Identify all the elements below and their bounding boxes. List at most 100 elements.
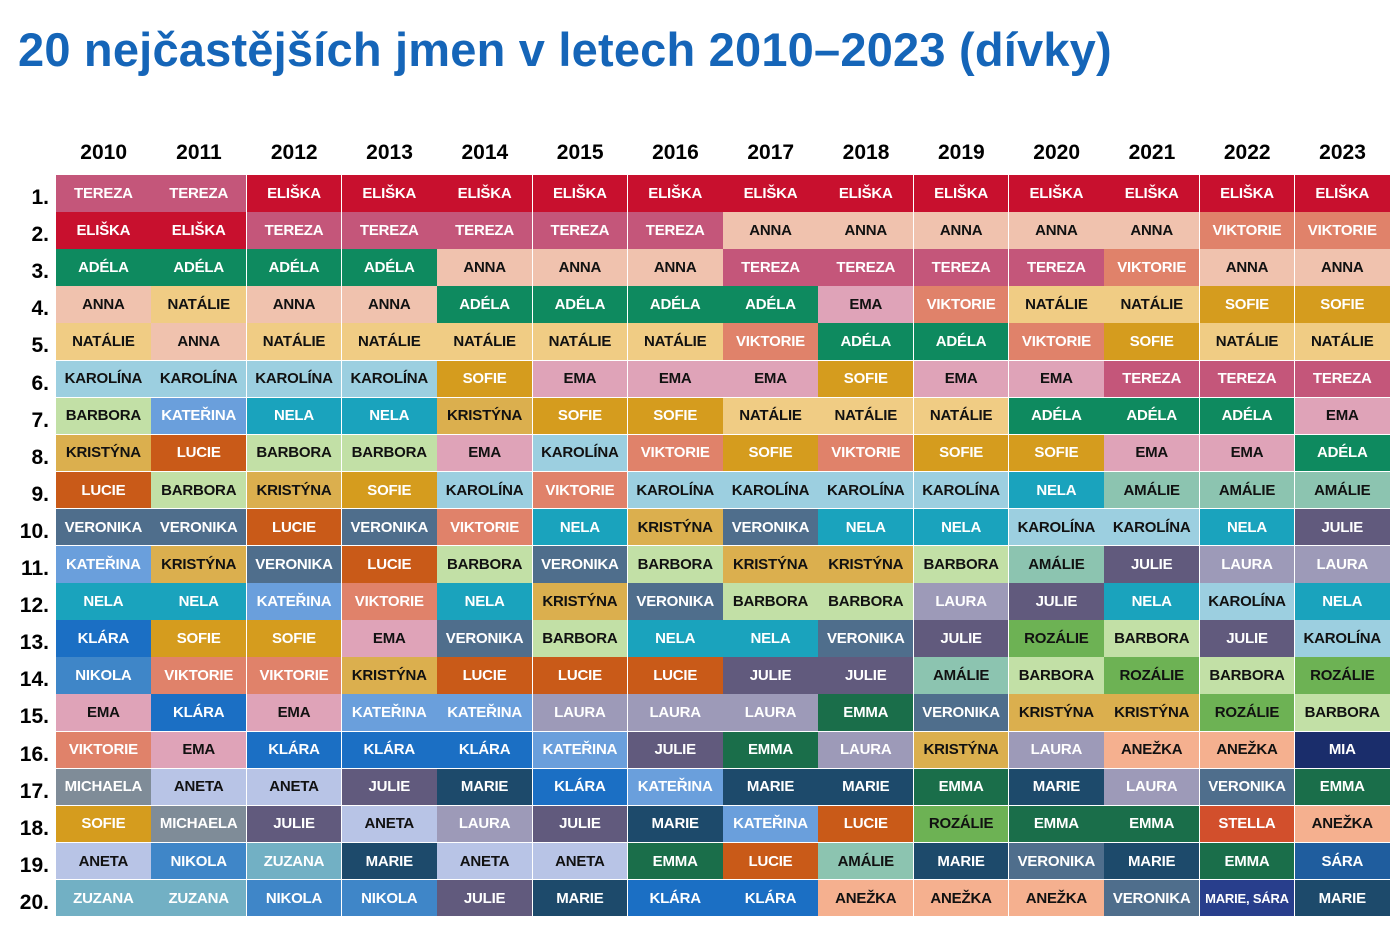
name-cell: Lucie [341, 546, 438, 584]
name-cell: Karolína [627, 471, 724, 510]
name-cell: Barbora [532, 620, 629, 658]
name-cell: Julie [246, 805, 343, 844]
rank-label: 19. [19, 853, 49, 877]
name-cell: Viktorie [913, 286, 1010, 324]
name-cell: Kateřina [151, 397, 248, 436]
name-cell: Sofie [56, 805, 152, 844]
name-cell: Nela [627, 620, 724, 658]
name-cell: Barbora [246, 434, 343, 473]
name-cell: Laura [818, 731, 915, 770]
name-cell: Sofie [1294, 286, 1391, 324]
name-cell: Aneta [341, 805, 438, 844]
name-cell: Natálie [341, 323, 438, 361]
name-cell: Kateřina [532, 731, 629, 770]
name-cell: Viktorie [532, 471, 629, 510]
name-cell: Julie [818, 657, 915, 695]
name-cell: Sofie [1199, 286, 1296, 324]
name-cell: Kristýna [723, 546, 819, 584]
name-cell: Nela [56, 583, 152, 621]
name-cell: Barbora [1104, 620, 1201, 658]
name-cell: Amálie [913, 657, 1010, 695]
name-cell: Nela [246, 397, 343, 436]
name-cell: Emma [1294, 768, 1391, 807]
year-header: 2012 [270, 141, 318, 164]
rank-label: 9. [31, 482, 49, 506]
name-cell: Marie [1294, 879, 1391, 918]
name-cell: Barbora [818, 583, 915, 621]
name-cell: Aneta [56, 842, 152, 881]
rank-label: 12. [19, 594, 49, 618]
name-cell: Barbora [151, 471, 248, 510]
name-cell: Anna [532, 249, 629, 287]
name-cell: Barbora [1009, 657, 1105, 695]
name-cell: Veronika [437, 620, 533, 658]
name-cell: Kristýna [818, 546, 915, 584]
name-cell: Emma [1009, 805, 1105, 844]
name-cell: Karolína [532, 434, 629, 473]
name-cell: Adéla [913, 323, 1010, 361]
name-cell: Lucie [627, 657, 724, 695]
name-cell: Nela [818, 508, 915, 547]
name-cell: Julie [532, 805, 629, 844]
name-cell: Laura [627, 694, 724, 732]
name-cell: Ema [246, 694, 343, 732]
name-cell: Barbora [437, 546, 533, 584]
name-cell: Nela [341, 397, 438, 436]
name-cell: Eliška [151, 212, 248, 250]
rank-label: 8. [31, 445, 49, 469]
name-cell: Eliška [437, 175, 533, 213]
name-cell: Anežka [818, 879, 915, 918]
name-cell: Tereza [341, 212, 438, 250]
year-header: 2020 [1033, 141, 1080, 164]
name-cell: Kateřina [437, 694, 533, 732]
name-cell: Marie, Sára [1199, 879, 1296, 918]
name-cell: Adéla [1009, 397, 1105, 436]
name-cell: Adéla [437, 286, 533, 324]
name-cell: Anna [818, 212, 915, 250]
name-cell: Lucie [723, 842, 819, 881]
name-cell: Marie [818, 768, 915, 807]
name-cell: Marie [437, 768, 533, 807]
name-cell: Lucie [532, 657, 629, 695]
name-cell: Laura [1199, 546, 1296, 584]
name-cell: Laura [1294, 546, 1391, 584]
name-cell: Nikola [56, 657, 152, 695]
name-cell: Viktorie [56, 731, 152, 770]
name-cell: Viktorie [1199, 212, 1296, 250]
name-cell: Tereza [437, 212, 533, 250]
name-cell: Marie [1009, 768, 1105, 807]
name-cell: Barbora [1199, 657, 1296, 695]
name-cell: Natálie [913, 397, 1010, 436]
name-cell: Sofie [437, 360, 533, 399]
name-cell: Veronika [818, 620, 915, 658]
name-cell: Karolína [818, 471, 915, 510]
name-cell: Amálie [1294, 471, 1391, 510]
name-cell: Anna [437, 249, 533, 287]
name-cell: Karolína [341, 360, 438, 399]
name-cell: Kateřina [341, 694, 438, 732]
name-cell: Zuzana [246, 842, 343, 881]
name-cell: Tereza [1104, 360, 1201, 399]
name-cell: Anna [246, 286, 343, 324]
name-cell: Nela [723, 620, 819, 658]
rank-label: 15. [19, 705, 49, 729]
name-cell: Veronika [723, 508, 819, 547]
name-cell: Eliška [818, 175, 915, 213]
name-cell: Natálie [1104, 286, 1201, 324]
name-cell: Emma [627, 842, 724, 881]
name-cell: Adéla [532, 286, 629, 324]
name-cell: Kristýna [246, 471, 343, 510]
name-cell: Zuzana [151, 879, 248, 918]
name-cell: Veronika [246, 546, 343, 584]
name-cell: Kristýna [437, 397, 533, 436]
name-cell: Viktorie [151, 657, 248, 695]
name-cell: Kristýna [1104, 694, 1201, 732]
name-cell: Rozálie [913, 805, 1010, 844]
name-cell: Klára [627, 879, 724, 918]
name-cell: Karolína [437, 471, 533, 510]
name-cell: Natálie [56, 323, 152, 361]
name-cell: Tereza [818, 249, 915, 287]
name-cell: Eliška [1199, 175, 1296, 213]
year-header: 2019 [937, 141, 985, 164]
name-cell: Veronika [1009, 842, 1105, 881]
